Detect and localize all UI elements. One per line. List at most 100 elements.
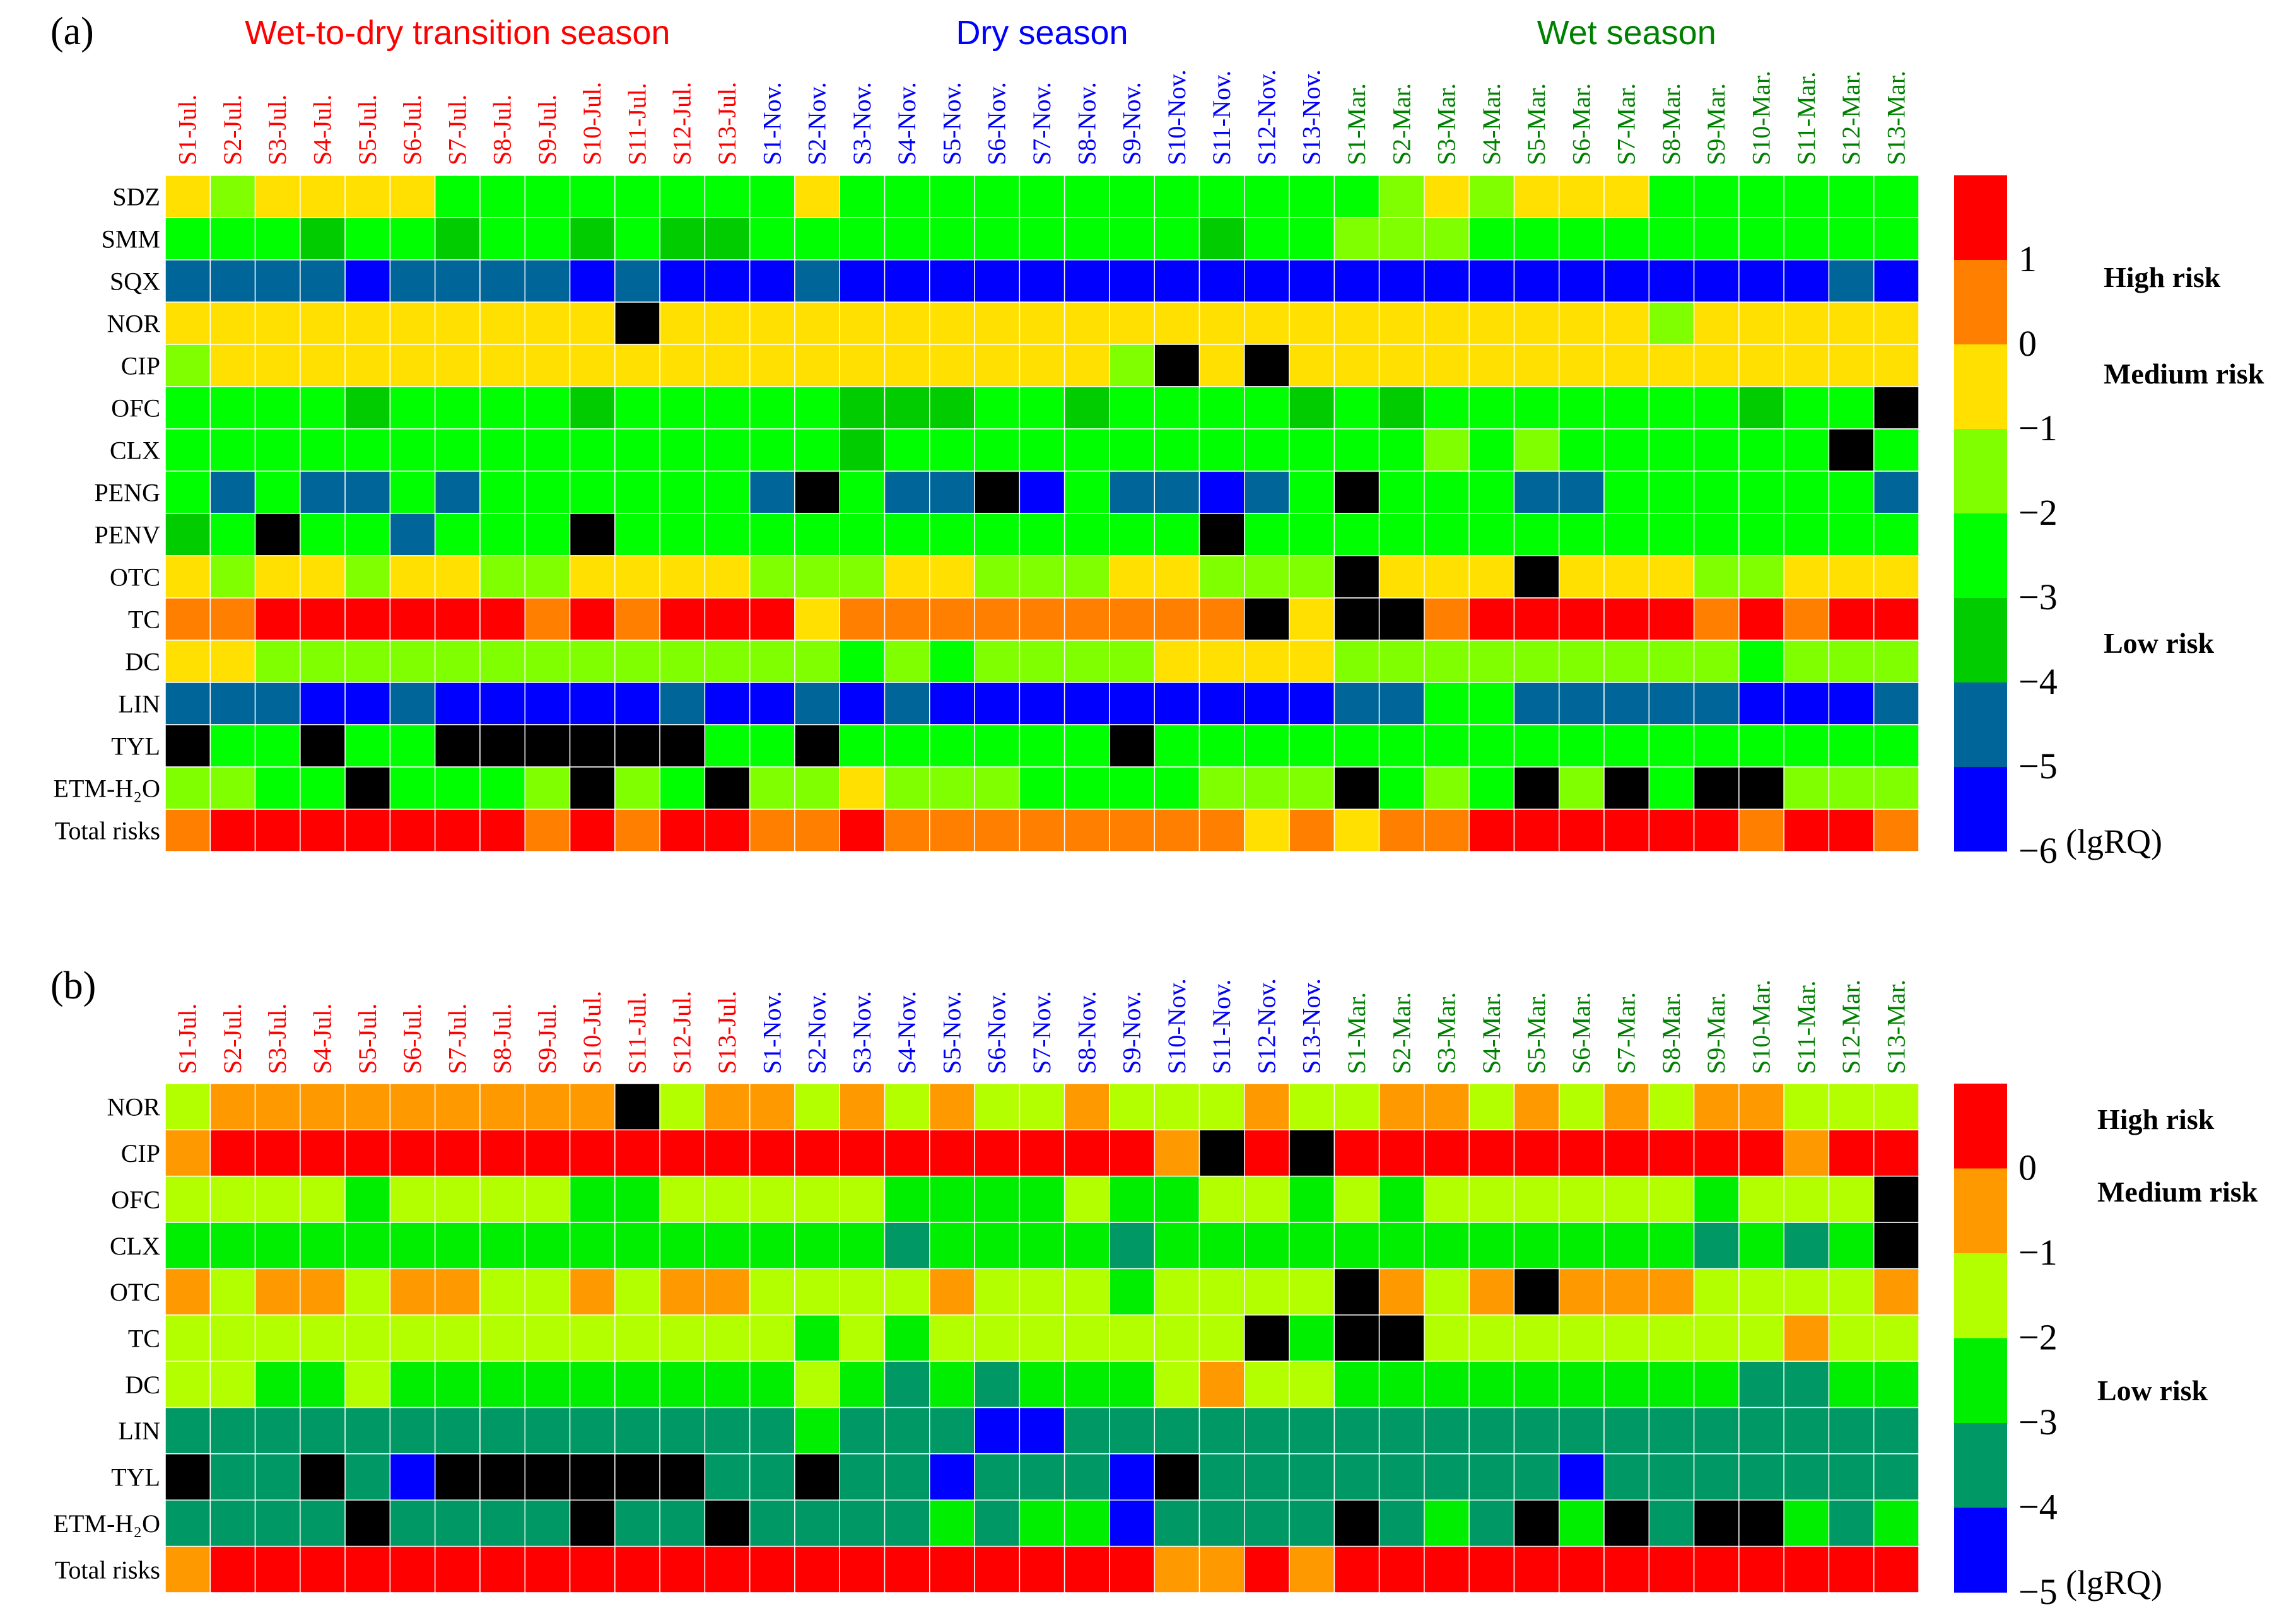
heatmap-cell <box>1424 1499 1470 1547</box>
heatmap-cell <box>209 217 256 260</box>
heatmap-cell <box>254 513 301 556</box>
heatmap-cell <box>1019 471 1065 514</box>
heatmap-cell <box>614 1222 660 1270</box>
heatmap-cell <box>1603 1083 1650 1131</box>
heatmap-cell <box>1603 428 1650 472</box>
heatmap-cell <box>344 724 391 768</box>
column-label: S2-Nov. <box>803 82 831 165</box>
heatmap-cell <box>524 471 571 514</box>
column-label: S8-Nov. <box>1072 82 1101 165</box>
heatmap-cell <box>749 1314 795 1362</box>
heatmap-cell <box>1783 428 1830 472</box>
heatmap-cell <box>1063 1545 1110 1593</box>
heatmap-cell <box>569 1175 616 1223</box>
heatmap-cell <box>794 766 840 810</box>
heatmap-cell <box>1468 386 1515 430</box>
column-label: S5-Mar. <box>1522 83 1550 165</box>
heatmap-cell <box>569 1453 616 1501</box>
heatmap-cell <box>254 1499 301 1547</box>
heatmap-cell <box>1109 217 1155 260</box>
heatmap-cell <box>659 301 706 345</box>
row-label: SDZ <box>112 183 160 211</box>
row-label: DC <box>125 1371 160 1399</box>
heatmap-cell <box>614 724 660 768</box>
heatmap-cell <box>524 1453 571 1501</box>
heatmap-cell <box>704 386 751 430</box>
heatmap-cell <box>1333 555 1380 599</box>
heatmap-cell <box>1378 1314 1425 1362</box>
heatmap-cell <box>1424 640 1470 683</box>
heatmap-cell <box>1378 1175 1425 1223</box>
heatmap-cell <box>1019 555 1065 599</box>
heatmap-cell <box>1558 175 1605 218</box>
heatmap-cell <box>479 1407 525 1454</box>
heatmap-cell <box>165 766 211 810</box>
heatmap-cell <box>524 682 571 725</box>
heatmap-cell <box>389 1083 436 1131</box>
heatmap-cell <box>1154 724 1200 768</box>
heatmap-cell <box>209 1545 256 1593</box>
heatmap-cell <box>1198 1222 1245 1270</box>
heatmap-cell <box>1378 217 1425 260</box>
heatmap-cell <box>1693 766 1740 810</box>
heatmap-cell <box>254 1083 301 1131</box>
heatmap-cell <box>1648 1268 1695 1316</box>
heatmap-cell <box>1154 809 1200 852</box>
heatmap-cell <box>434 344 481 387</box>
heatmap-cell <box>524 597 571 641</box>
heatmap-cell <box>389 1129 436 1177</box>
heatmap-cell <box>1289 809 1335 852</box>
colorbar-tick: 0 <box>2018 1147 2037 1188</box>
heatmap-cell <box>254 471 301 514</box>
heatmap-cell <box>974 259 1021 303</box>
heatmap-cell <box>209 301 256 345</box>
heatmap-cell <box>1019 1175 1065 1223</box>
heatmap-cell <box>1468 1314 1515 1362</box>
heatmap-cell <box>1468 259 1515 303</box>
heatmap-cell <box>1019 1453 1065 1501</box>
heatmap-cell <box>1648 175 1695 218</box>
heatmap-cell <box>794 301 840 345</box>
column-label: S7-Jul. <box>443 95 471 165</box>
heatmap-cell <box>839 471 886 514</box>
heatmap-cell <box>974 1545 1021 1593</box>
heatmap-cell <box>884 1083 930 1131</box>
heatmap-cell <box>1244 175 1290 218</box>
colorbar-tick: −3 <box>2018 576 2058 617</box>
heatmap-cell <box>794 809 840 852</box>
heatmap-cell <box>974 1222 1021 1270</box>
heatmap-cell <box>839 301 886 345</box>
column-label: S4-Jul. <box>308 1004 336 1074</box>
heatmap-cell <box>434 766 481 810</box>
heatmap-cell <box>929 301 975 345</box>
heatmap-cell <box>1019 301 1065 345</box>
heatmap-cell <box>794 386 840 430</box>
heatmap-cell <box>794 1499 840 1547</box>
colorbar-tick: −2 <box>2018 1317 2058 1358</box>
heatmap-cell <box>704 1499 751 1547</box>
heatmap-cell <box>1513 1499 1560 1547</box>
heatmap-cell <box>839 555 886 599</box>
heatmap-cell <box>389 1499 436 1547</box>
heatmap-cell <box>1603 1314 1650 1362</box>
heatmap-cell <box>344 1407 391 1454</box>
heatmap-cell <box>1063 1453 1110 1501</box>
heatmap-cell <box>569 1499 616 1547</box>
heatmap-cell <box>209 513 256 556</box>
heatmap-cell <box>929 724 975 768</box>
heatmap-cell <box>1289 175 1335 218</box>
heatmap-cell <box>389 259 436 303</box>
heatmap-cell <box>614 597 660 641</box>
heatmap-cell <box>1873 555 1919 599</box>
heatmap-cell <box>794 555 840 599</box>
heatmap-cell <box>344 1175 391 1223</box>
heatmap-cell <box>479 809 525 852</box>
heatmap-cell <box>1109 1453 1155 1501</box>
heatmap-cell <box>1828 386 1875 430</box>
heatmap-cell <box>929 344 975 387</box>
heatmap-cell <box>479 344 525 387</box>
heatmap-cell <box>524 1129 571 1177</box>
heatmap-cell <box>1198 1314 1245 1362</box>
heatmap-cell <box>1154 1545 1200 1593</box>
row-label: TYL <box>111 1463 160 1492</box>
